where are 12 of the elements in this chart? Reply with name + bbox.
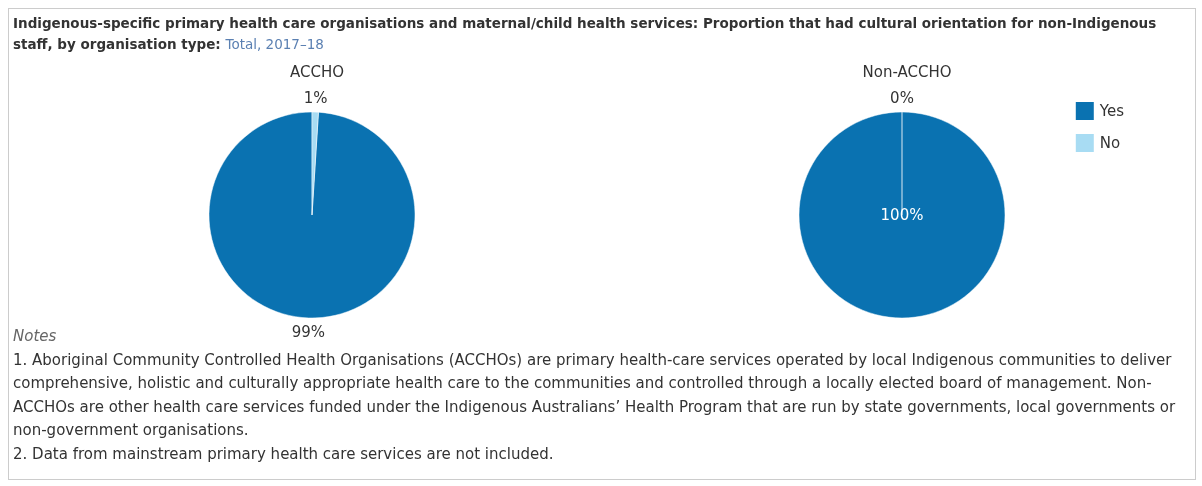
slice-label: Non-ACCHO: [862, 62, 952, 81]
text: Notes: [13, 327, 57, 345]
data-label: 100%: [880, 206, 924, 224]
text: 0%: [890, 89, 914, 107]
data-label: 99%: [291, 322, 325, 341]
data-label: 1%: [303, 89, 328, 108]
slice-label: ACCHO: [289, 62, 345, 81]
legend-label: Yes: [1098, 102, 1125, 120]
chart-subtitle: Total, 2017–18: [225, 36, 324, 52]
text: 2. Data from mainstream primary health care services are not included.: [13, 443, 555, 465]
text: 1. Aboriginal Community Controlled Health Organisations (ACCHOs) are primary health-care services operated by local Indigenous communities to deliver comprehensive, holistic and culturally appropriate health care to the communities and controlled through a locally elected board of management. Non-ACCHOs are other health care services funded under the Indigenous Australians’ Health Program that are run by state governments, local governments or non-government organisations.: [13, 349, 1177, 441]
legend-label: No: [1099, 134, 1121, 152]
